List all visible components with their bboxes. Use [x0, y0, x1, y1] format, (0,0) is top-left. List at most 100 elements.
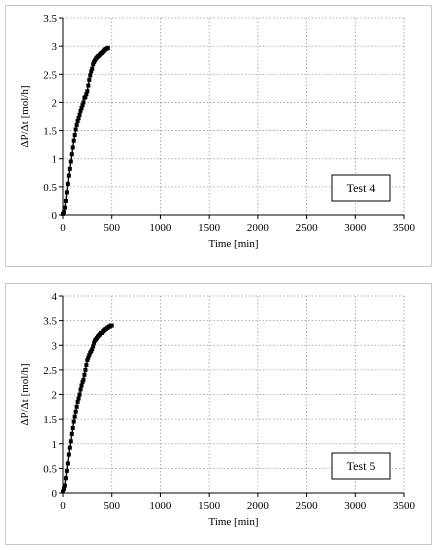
data-point	[84, 362, 89, 367]
x-tick-label: 1000	[149, 222, 172, 234]
y-tick-label: 2.5	[43, 69, 57, 81]
data-point	[87, 353, 92, 358]
data-point	[80, 103, 85, 108]
x-tick-label: 500	[103, 500, 120, 512]
series-line	[62, 324, 112, 492]
data-point	[90, 347, 95, 352]
data-point	[71, 419, 76, 424]
x-tick-label: 2500	[296, 500, 319, 512]
data-point	[72, 133, 77, 138]
data-point	[76, 116, 81, 121]
chart-test-4: 0 500 1000 1500 2000 2500 3000 3500 0 0.5 1 1.5 2 2.5…	[19, 13, 416, 250]
y-tick-label: 2.5	[43, 365, 57, 377]
data-point	[74, 404, 79, 409]
data-point	[71, 138, 76, 143]
x-tick-label: 1500	[198, 222, 221, 234]
data-point	[78, 387, 83, 392]
data-point	[74, 122, 79, 127]
y-axis-title: ΔP/Δt [mol/h]	[19, 363, 31, 425]
data-point	[81, 377, 86, 382]
data-point	[69, 152, 74, 157]
x-tick-label: 0	[60, 500, 66, 512]
data-point	[92, 340, 97, 345]
data-point	[64, 190, 69, 195]
data-point	[62, 205, 67, 210]
data-point	[82, 372, 87, 377]
data-point	[64, 468, 69, 473]
data-point	[83, 367, 88, 372]
data-point	[75, 119, 80, 124]
test-label: Test 5	[347, 459, 376, 473]
y-tick-label: 3.5	[43, 316, 57, 328]
y-tick-label: 2	[52, 390, 58, 402]
data-point	[69, 431, 74, 436]
y-tick-label: 3	[52, 340, 58, 352]
data-point	[84, 91, 89, 96]
x-tick-label: 3500	[393, 500, 416, 512]
chart-test-5: 0 500 1000 1500 2000 2500 3000 3500 0 0.5 1 1.5 2 2.5…	[19, 291, 416, 528]
y-tick-label: 4	[52, 291, 58, 303]
data-point	[66, 173, 71, 178]
data-point	[65, 461, 70, 466]
data-point	[62, 483, 67, 488]
data-point	[91, 344, 96, 349]
y-tick-label: 2	[52, 97, 58, 109]
y-tick-label: 0.5	[43, 463, 57, 475]
data-point	[88, 73, 93, 78]
data-point	[78, 108, 83, 113]
y-tick-label: 0	[52, 488, 58, 500]
data-point	[79, 106, 84, 111]
data-point	[68, 159, 73, 164]
data-point	[91, 62, 96, 67]
test-label: Test 4	[347, 181, 376, 195]
y-tick-label: 0.5	[43, 182, 57, 194]
data-point	[73, 127, 78, 132]
data-point	[70, 145, 75, 150]
data-point	[67, 166, 72, 171]
y-tick-label: 1.5	[43, 414, 57, 426]
x-tick-label: 0	[60, 222, 66, 234]
x-tick-label: 3500	[393, 222, 416, 234]
test-label-box	[331, 174, 391, 202]
test-label-box	[331, 452, 391, 480]
data-point	[87, 77, 92, 82]
data-point	[77, 392, 82, 397]
x-tick-label: 1000	[149, 500, 172, 512]
data-point	[109, 323, 114, 328]
data-point	[63, 476, 68, 481]
data-point	[77, 112, 82, 117]
x-axis-title: Time [min]	[208, 238, 258, 250]
x-tick-label: 1500	[198, 500, 221, 512]
data-point	[86, 83, 91, 88]
data-point	[73, 409, 78, 414]
y-tick-label: 1	[52, 439, 58, 451]
data-point	[61, 210, 66, 215]
data-point	[76, 396, 81, 401]
data-point	[65, 182, 70, 187]
data-point	[66, 452, 71, 457]
data-point	[63, 198, 68, 203]
data-point	[79, 383, 84, 388]
data-point	[75, 399, 80, 404]
data-point	[85, 89, 90, 94]
data-point	[81, 100, 86, 105]
y-tick-label: 3.5	[43, 13, 57, 25]
chart-panel-test-4: 0 500 1000 1500 2000 2500 3000 3500 0 0.5 1 1.5 2 2.5…	[5, 5, 432, 267]
data-point	[67, 445, 72, 450]
data-point	[80, 380, 85, 385]
data-point	[86, 355, 91, 360]
chart-panel-test-5: 0 500 1000 1500 2000 2500 3000 3500 0 0.5 1 1.5 2 2.5…	[5, 283, 432, 545]
x-tick-label: 2000	[247, 500, 270, 512]
data-point	[61, 489, 65, 494]
y-tick-label: 0	[52, 210, 58, 222]
y-tick-label: 1.5	[43, 126, 57, 138]
x-tick-label: 2000	[247, 222, 270, 234]
data-point	[68, 439, 73, 444]
data-point	[90, 66, 95, 71]
x-axis-title: Time [min]	[208, 516, 258, 528]
data-point	[61, 487, 66, 492]
y-tick-label: 3	[52, 41, 58, 53]
x-tick-label: 2500	[296, 222, 319, 234]
data-point	[89, 69, 94, 74]
data-point	[70, 425, 75, 430]
